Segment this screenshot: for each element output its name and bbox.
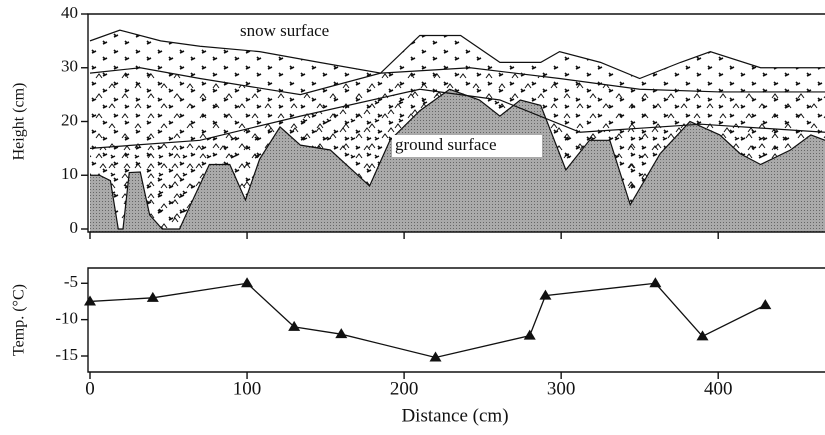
y-axis-label: Height (cm) [11,83,28,161]
x-tick-label: 0 [85,378,95,399]
marker [146,291,159,302]
y-tick-label: 40 [61,3,78,22]
y-tick-label: 0 [70,218,79,237]
temp-line [89,282,766,359]
y-tick-label: -15 [55,345,78,364]
y-tick-label: -10 [55,309,78,328]
annotation: snow surface [240,21,329,40]
marker [523,329,536,340]
annotation-bg [392,135,542,157]
y-tick-label: 10 [61,164,78,183]
y-tick-label: 30 [61,57,78,76]
y-tick-label: 20 [61,110,78,129]
marker [241,277,254,288]
marker [335,328,348,339]
annotation: ground surface [395,135,497,154]
x-tick-label: 200 [390,378,419,399]
frame [87,267,825,373]
y-axis-label: Temp. (°C) [11,284,28,356]
temperature-panel: 0 100 200 300 400 Distance (cm) -5 -10 -15 Temp. … [11,267,825,426]
layer-line [89,67,825,96]
x-tick-label: 100 [233,378,262,399]
frame [87,13,825,233]
marker [288,320,301,331]
layer-line [89,29,825,80]
layer-line [89,88,825,149]
marker [696,330,709,341]
profile-panel: snow surface ground surface 0 10 20 30 40 Heigh… [11,3,825,239]
x-tick-label: 400 [704,378,733,399]
layer-fill [90,89,825,232]
x-axis-label: Distance (cm) [401,405,508,426]
x-tick-label: 300 [547,378,576,399]
marker [539,289,552,300]
y-tick-label: -5 [64,272,78,291]
marker [759,299,772,310]
layer-line [90,88,825,230]
marker [429,351,442,362]
marker [84,295,96,306]
marker [649,277,662,288]
